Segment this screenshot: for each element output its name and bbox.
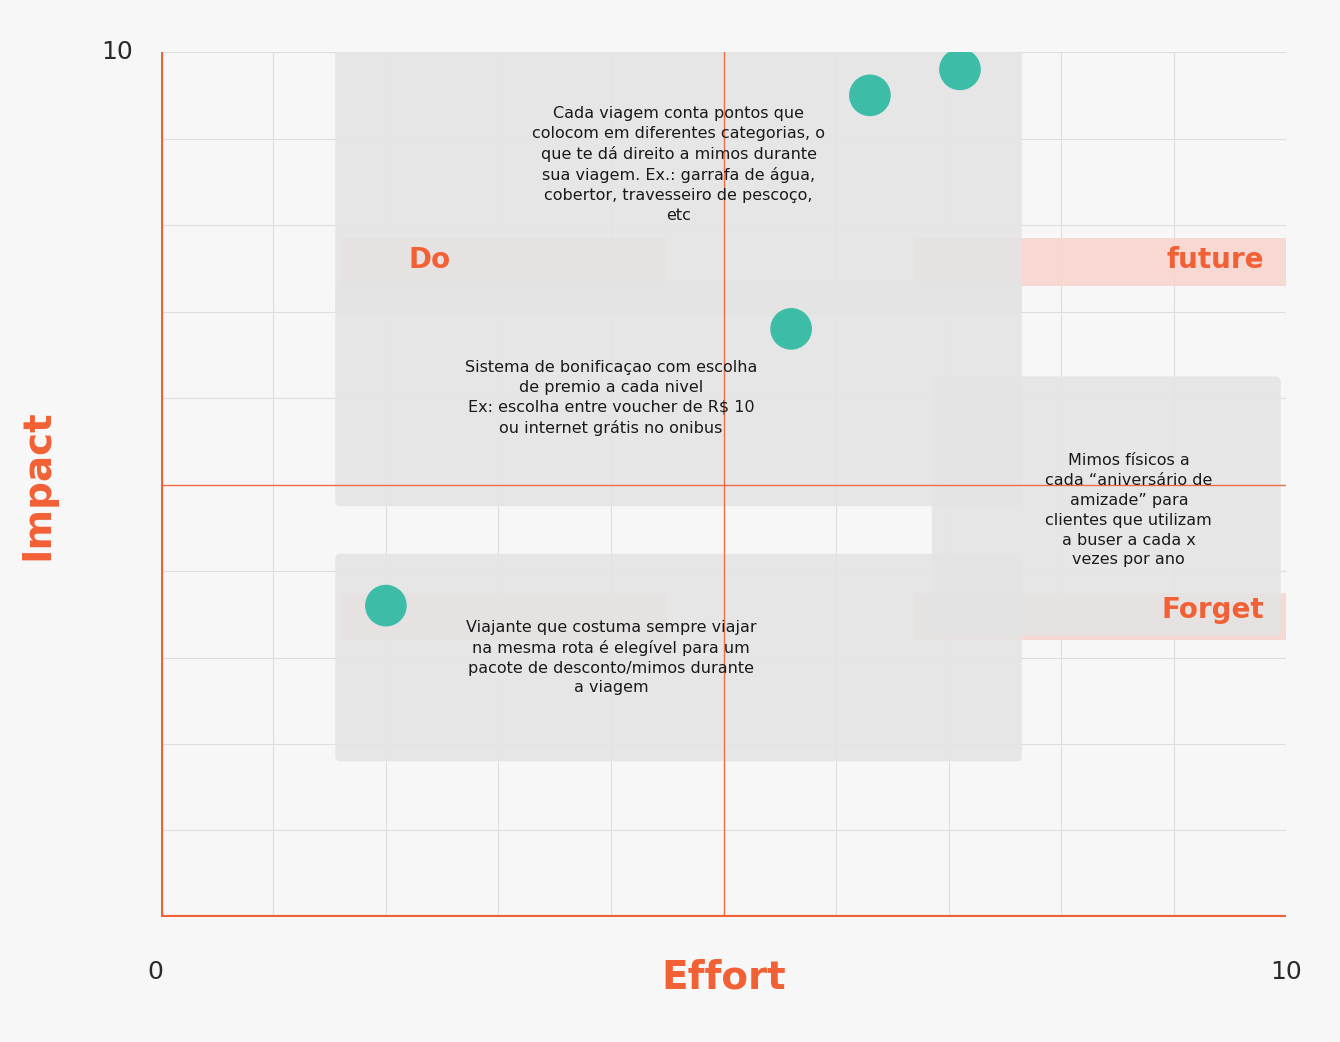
Text: 10: 10 <box>100 40 133 65</box>
FancyBboxPatch shape <box>931 376 1281 636</box>
FancyBboxPatch shape <box>335 30 1022 316</box>
FancyBboxPatch shape <box>335 281 1022 506</box>
Point <box>949 61 970 78</box>
Point <box>859 88 880 104</box>
Text: 0: 0 <box>147 961 163 985</box>
Text: 10: 10 <box>1270 961 1302 985</box>
Text: Forget: Forget <box>1162 596 1264 624</box>
Point <box>780 321 801 338</box>
Bar <box>340 593 667 640</box>
Point <box>375 597 397 614</box>
Bar <box>915 593 1286 640</box>
FancyBboxPatch shape <box>335 553 1022 762</box>
Bar <box>340 238 667 286</box>
Text: Viajante que costuma sempre viajar
na mesma rota é elegível para um
pacote de de: Viajante que costuma sempre viajar na me… <box>466 620 756 695</box>
Text: Cada viagem conta pontos que
colocom em diferentes categorias, o
que te dá direi: Cada viagem conta pontos que colocom em … <box>532 106 825 223</box>
Text: Sistema de bonificaçao com escolha
de premio a cada nivel
Ex: escolha entre vouc: Sistema de bonificaçao com escolha de pr… <box>465 361 757 436</box>
X-axis label: Effort: Effort <box>661 959 787 996</box>
Text: Impact: Impact <box>17 410 56 560</box>
Text: Mimos físicos a
cada “aniversário de
amizade” para
clientes que utilizam
a buser: Mimos físicos a cada “aniversário de ami… <box>1045 453 1213 568</box>
Text: future: future <box>1166 246 1264 274</box>
Bar <box>915 238 1286 286</box>
Text: Do: Do <box>409 246 450 274</box>
